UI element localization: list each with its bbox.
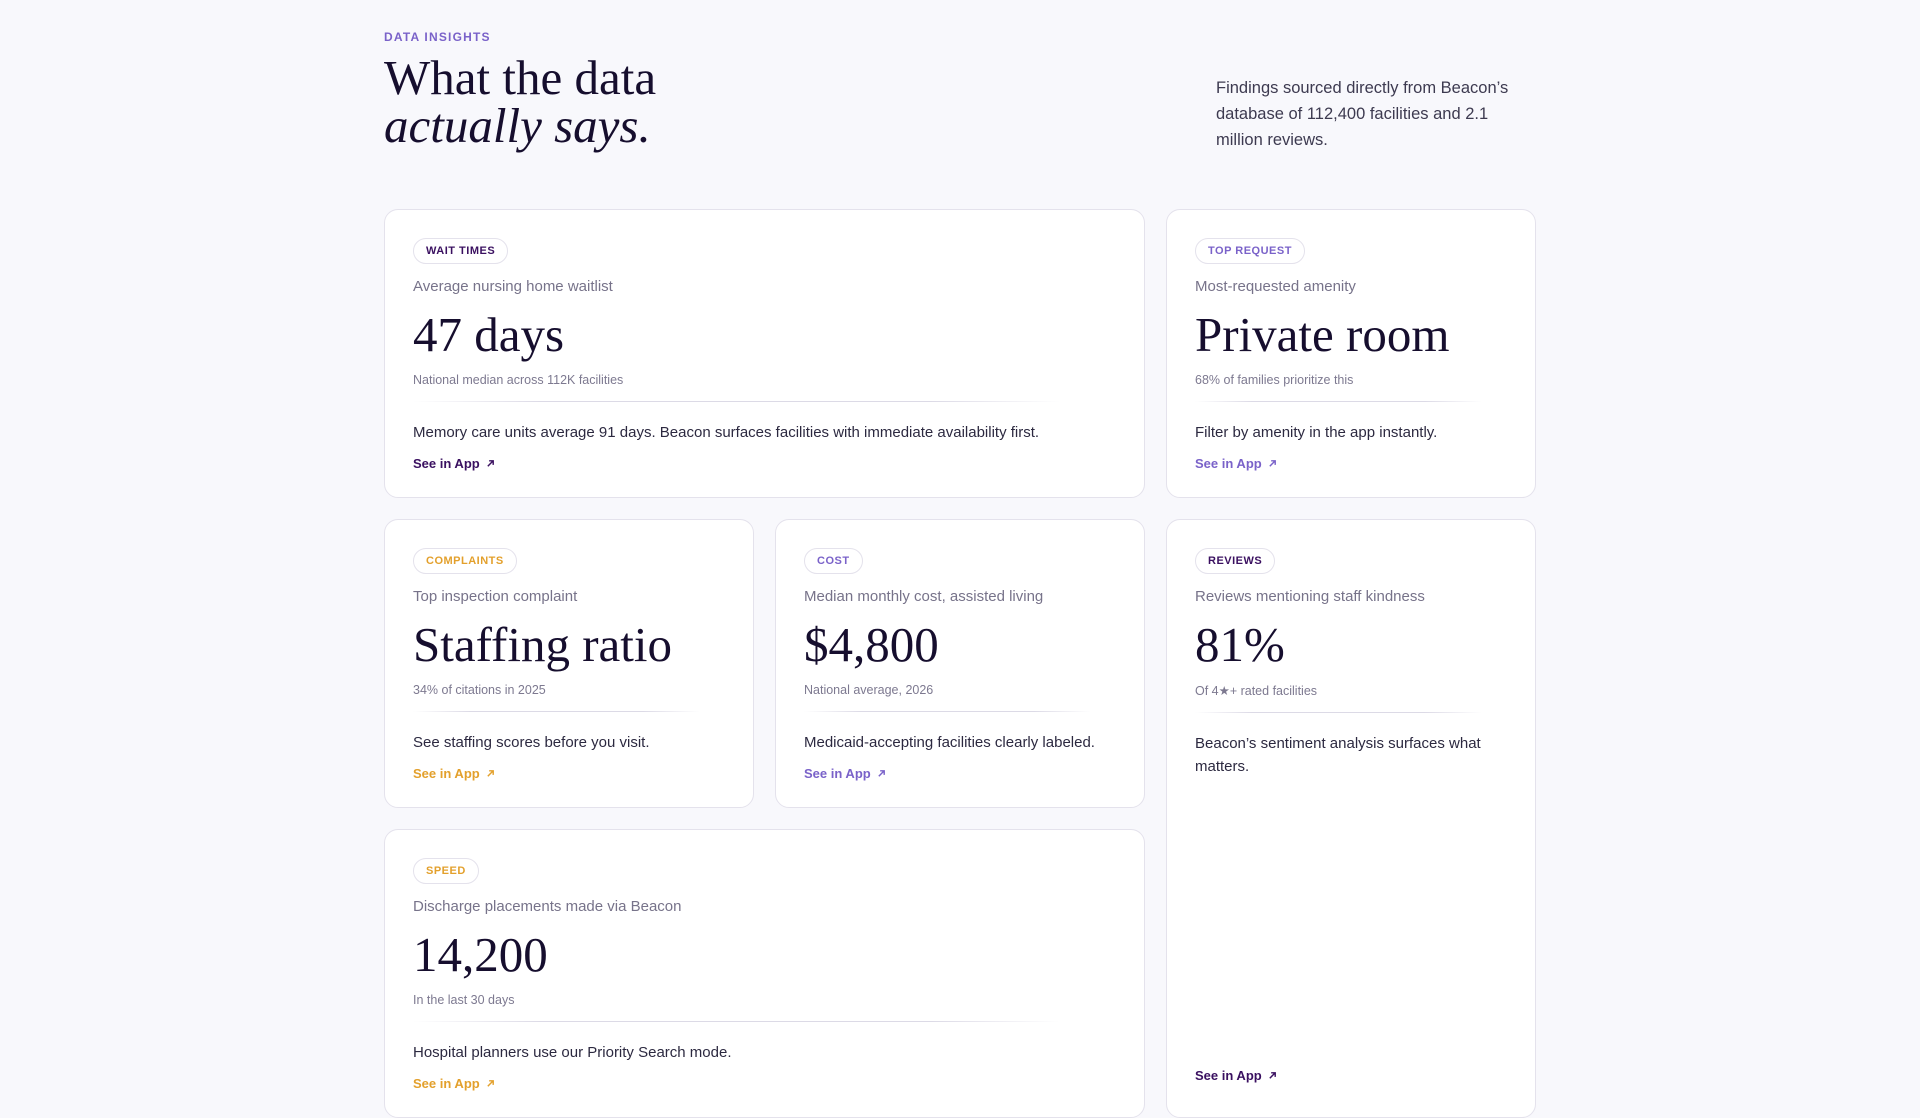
see-in-app-link[interactable]: See in App: [413, 766, 725, 781]
card-description: Memory care units average 91 days. Beaco…: [413, 424, 1040, 441]
see-in-app-link[interactable]: See in App: [413, 1076, 1116, 1091]
insight-card: WAIT TIMES Average nursing home waitlist 4…: [384, 209, 1145, 498]
arrow-icon: [486, 770, 494, 777]
card-description: Medicaid-accepting facilities clearly la…: [804, 734, 1095, 751]
link-text: See in App: [1195, 456, 1262, 471]
tag: COST: [804, 548, 863, 574]
arrow-icon: [877, 770, 885, 777]
insight-card: TOP REQUEST Most-requested amenity Private…: [1166, 209, 1536, 498]
tag: REVIEWS: [1195, 548, 1276, 574]
page: DATA INSIGHTS What the data actually say…: [384, 30, 1536, 1118]
card-note: 34% of citations in 2025: [413, 683, 546, 697]
card-value: Private room: [1195, 307, 1450, 362]
tag: TOP REQUEST: [1195, 238, 1305, 264]
link-text: See in App: [1195, 1068, 1262, 1083]
divider: [413, 401, 1060, 402]
card-note: In the last 30 days: [413, 993, 515, 1007]
card-value: 81%: [1195, 617, 1285, 672]
card-label: Average nursing home waitlist: [413, 278, 613, 295]
card-note: Of 4★+ rated facilities: [1195, 684, 1318, 698]
card-note: National median across 112K facilities: [413, 373, 624, 387]
link-text: See in App: [413, 766, 480, 781]
page-title: What the data actually says.: [384, 53, 656, 153]
title-line: What the data: [384, 50, 657, 105]
divider: [413, 711, 701, 712]
card-label: Most-requested amenity: [1195, 278, 1356, 295]
card-note: National average, 2026: [804, 683, 934, 697]
arrow-icon: [1268, 1072, 1276, 1079]
arrow-icon: [486, 460, 494, 467]
card-value: Staffing ratio: [413, 617, 673, 672]
link-text: See in App: [413, 456, 480, 471]
card-description: Beacon’s sentiment analysis surfaces wha…: [1195, 735, 1481, 775]
insight-card: COST Median monthly cost, assisted living…: [775, 519, 1145, 808]
card-value: 14,200: [413, 927, 548, 982]
link-text: See in App: [413, 1076, 480, 1091]
divider: [1195, 712, 1483, 713]
insight-card: REVIEWS Reviews mentioning staff kindness…: [1166, 519, 1536, 1118]
card-value: 47 days: [413, 307, 565, 362]
see-in-app-link[interactable]: See in App: [413, 456, 1116, 471]
tag: COMPLAINTS: [413, 548, 517, 574]
divider: [1195, 401, 1483, 402]
tag: WAIT TIMES: [413, 238, 509, 264]
card-label: Top inspection complaint: [413, 588, 578, 605]
card-label: Reviews mentioning staff kindness: [1195, 588, 1425, 605]
insight-card: SPEED Discharge placements made via Beaco…: [384, 829, 1145, 1118]
card-description: Filter by amenity in the app instantly.: [1195, 424, 1438, 441]
card-description: See staffing scores before you visit.: [413, 734, 650, 751]
card-value: $4,800: [804, 617, 939, 672]
divider: [804, 711, 1092, 712]
header-description: Findings sourced directly from Beacon’s …: [1216, 79, 1509, 149]
card-note: 68% of families prioritize this: [1195, 373, 1354, 387]
link-text: See in App: [804, 766, 871, 781]
divider: [413, 1021, 1060, 1022]
card-label: Median monthly cost, assisted living: [804, 588, 1044, 605]
insight-card: COMPLAINTS Top inspection complaint Staffi…: [384, 519, 754, 808]
card-label: Discharge placements made via Beacon: [413, 898, 682, 915]
arrow-icon: [486, 1080, 494, 1087]
see-in-app-link[interactable]: See in App: [1195, 1068, 1507, 1083]
cards-grid: WAIT TIMES Average nursing home waitlist 4…: [384, 209, 1536, 1118]
tag: SPEED: [413, 858, 479, 884]
eyebrow: DATA INSIGHTS: [384, 30, 491, 44]
arrow-icon: [1268, 460, 1276, 467]
title-line-italic: actually says.: [384, 98, 651, 153]
see-in-app-link[interactable]: See in App: [804, 766, 1116, 781]
card-description: Hospital planners use our Priority Searc…: [413, 1044, 732, 1061]
see-in-app-link[interactable]: See in App: [1195, 456, 1507, 471]
